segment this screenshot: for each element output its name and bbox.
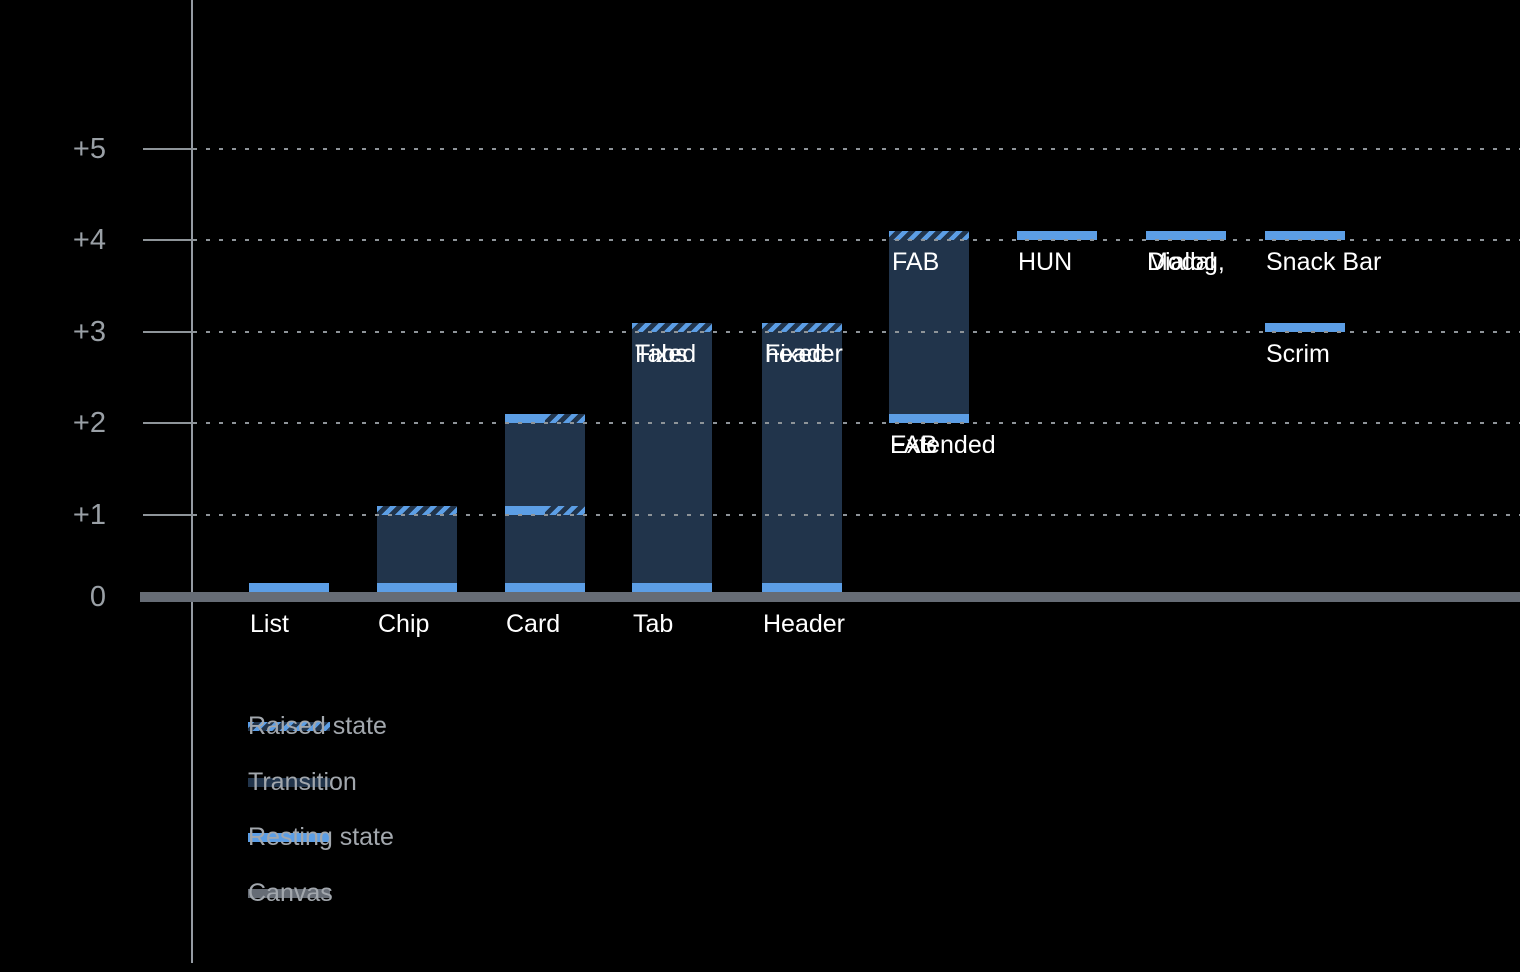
label-line: Card <box>506 610 561 638</box>
label-line: Dialog, <box>1147 248 1225 276</box>
bar-segment-raised-tab <box>632 322 712 332</box>
inner-label-line: Tabs <box>635 339 688 368</box>
bar-segment-resting-hun <box>1017 231 1097 240</box>
label-line: Chip <box>378 610 430 638</box>
y-tick <box>143 239 193 241</box>
label-line: Scrim <box>1266 339 1330 368</box>
legend-label-raised: Raised state <box>248 712 387 740</box>
bar-segment-transition-card <box>505 423 585 506</box>
legend-label-transition: Transition <box>248 767 357 796</box>
bar-segment-raised-chip <box>377 505 457 515</box>
bar-segment-split-card <box>505 414 585 423</box>
bar-segment-transition-header <box>762 331 842 583</box>
bar-segment-split-card <box>505 505 585 515</box>
bar-segment-transition-tab <box>632 331 712 583</box>
inner-label-line: header <box>765 339 843 368</box>
label-line: Tab <box>633 610 674 638</box>
split-raised-half <box>545 414 585 423</box>
bar-segment-resting-card <box>505 583 585 592</box>
label-line: HUN <box>1018 248 1073 276</box>
bar-segment-transition-card <box>505 514 585 583</box>
y-tick-label: +1 <box>72 498 106 531</box>
label-line: Snack Bar <box>1266 248 1382 276</box>
gridline-plus-2 <box>193 422 1520 424</box>
bar-segment-transition-extended-fab <box>889 240 969 414</box>
bar-segment-transition-chip <box>377 514 457 583</box>
y-tick-label: +5 <box>72 132 106 165</box>
legend-swatch-raised <box>248 722 330 731</box>
canvas-baseline <box>140 592 1520 602</box>
y-tick <box>143 330 193 333</box>
label-line: Modal <box>1147 248 1216 276</box>
y-tick-label: +3 <box>72 315 106 348</box>
bar-segment-resting-header <box>762 583 842 592</box>
legend-swatch-canvas <box>248 888 330 898</box>
inner-label-line: Fixed <box>765 339 827 368</box>
bar-segment-resting-list <box>249 583 329 592</box>
y-tick-label: +4 <box>72 224 106 256</box>
label-line: Header <box>763 610 845 638</box>
bar-segment-raised-extended-fab <box>889 231 969 240</box>
legend-label-canvas: Canvas <box>248 878 333 907</box>
bar-segment-raised-header <box>762 322 842 332</box>
gridline-plus-4 <box>193 239 1520 241</box>
y-tick-label: +2 <box>72 407 106 439</box>
split-resting-half <box>505 414 545 423</box>
bar-segment-resting-chip <box>377 583 457 592</box>
y-tick <box>143 422 193 424</box>
split-raised-half <box>545 505 585 515</box>
inner-label-line: Fixed <box>635 339 697 368</box>
legend-swatch-transition <box>248 777 330 787</box>
bar-segment-resting-snack-bar <box>1265 231 1345 240</box>
label-line: List <box>250 610 289 638</box>
bar-segment-resting-dialog-modal <box>1146 231 1226 240</box>
bar-segment-resting-scrim <box>1265 322 1345 332</box>
y-axis-line <box>191 0 193 963</box>
inner-label-line: FAB <box>892 248 940 276</box>
y-tick <box>143 147 193 150</box>
y-tick <box>143 513 193 516</box>
gridline-plus-1 <box>193 513 1520 516</box>
gridline-plus-3 <box>193 330 1520 333</box>
bar-segment-resting-tab <box>632 583 712 592</box>
bar-segment-resting-extended-fab <box>889 414 969 423</box>
gridline-plus-5 <box>193 147 1520 150</box>
split-resting-half <box>505 505 545 515</box>
label-line: Extended <box>890 431 996 459</box>
legend-swatch-resting <box>248 833 330 842</box>
label-line: FAB <box>890 431 938 459</box>
legend-label-resting: Resting state <box>248 823 394 851</box>
y-tick-label: 0 <box>89 581 106 613</box>
